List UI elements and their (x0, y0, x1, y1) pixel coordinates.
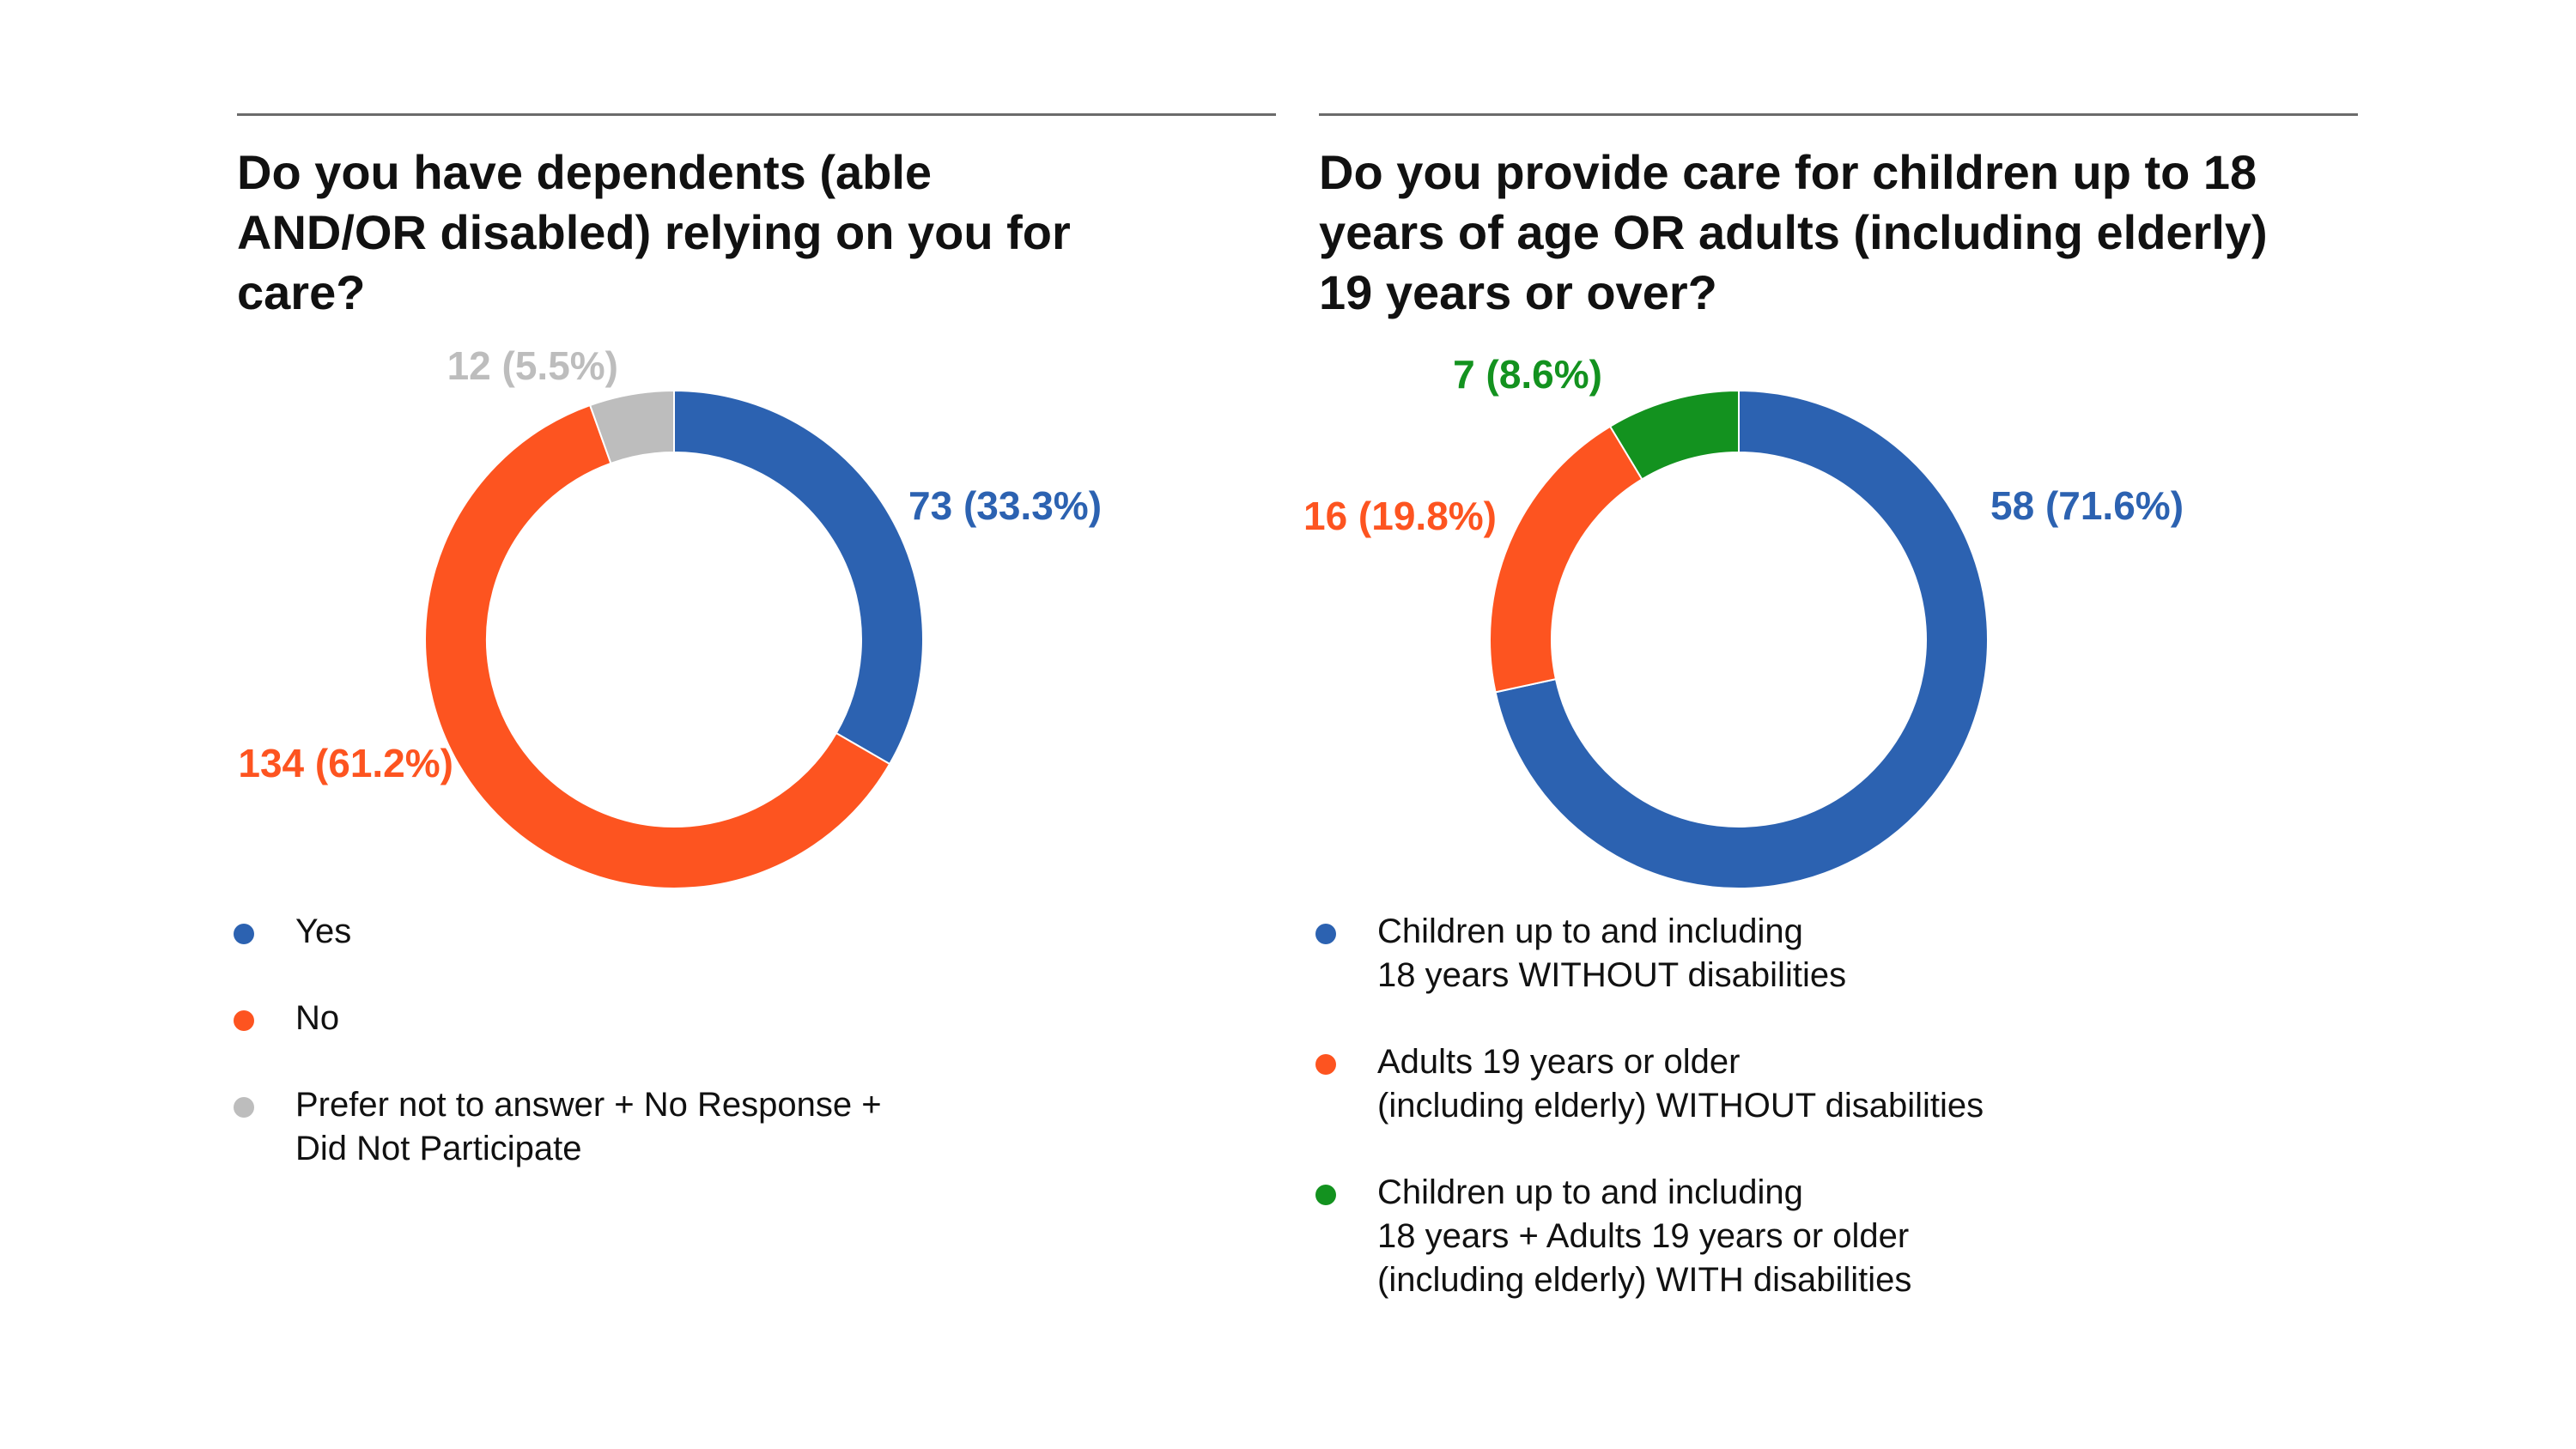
slice-data-label: 58 (71.6%) (1990, 483, 2184, 528)
legend-item: Children up to and including 18 years WIT… (1315, 910, 2174, 997)
slice-data-label: 134 (61.2%) (238, 741, 453, 785)
legend-item: Prefer not to answer + No Response + Did … (234, 1083, 1006, 1171)
donut-chart-dependents: 73 (33.3%) 134 (61.2%) 12 (5.5%) (238, 343, 1102, 889)
legend-swatch (234, 1010, 254, 1031)
chart-title: Do you provide care for children up to 1… (1319, 145, 2268, 319)
legend-label: Children up to and including (1377, 912, 1803, 950)
donut-chart-care-recipients: 58 (71.6%) 16 (19.8%) 7 (8.6%) (1303, 352, 2184, 889)
legend-label: Adults 19 years or older (1377, 1043, 1741, 1081)
legend-label: Children up to and including (1377, 1173, 1803, 1211)
chart-legend: Children up to and including 18 years WIT… (1315, 910, 2174, 1345)
legend-item: No (234, 997, 1006, 1040)
legend-label: (including elderly) WITH disabilities (1377, 1261, 1912, 1299)
legend-label: (including elderly) WITHOUT disabilities (1377, 1087, 1984, 1125)
chart-title: Do you have dependents (able AND/OR disa… (237, 145, 1071, 319)
legend-label: 18 years WITHOUT disabilities (1377, 956, 1847, 994)
slice-data-label: 7 (8.6%) (1453, 352, 1602, 397)
legend-item: Adults 19 years or older (including elder… (1315, 1040, 2174, 1128)
legend-label: 18 years + Adults 19 years or older (1377, 1217, 1910, 1255)
donut-slice (673, 389, 924, 766)
legend-swatch (1315, 924, 1336, 944)
donut-slice (424, 403, 891, 889)
slice-data-label: 12 (5.5%) (447, 343, 618, 388)
chart-panel-care-recipients: Do you provide care for children up to 1… (1288, 0, 2576, 1449)
legend-label: Did Not Participate (295, 1130, 582, 1167)
donut-slice (1489, 425, 1643, 694)
legend-swatch (1315, 1054, 1336, 1075)
legend-swatch (234, 1097, 254, 1118)
donut-slice (1494, 389, 1989, 889)
legend-label: Prefer not to answer + No Response + (295, 1086, 882, 1124)
slice-data-label: 73 (33.3%) (908, 483, 1102, 528)
top-divider (1319, 113, 2358, 116)
legend-label: Yes (295, 912, 352, 950)
donut-slice (1608, 389, 1740, 481)
chart-legend: Yes No Prefer not to answer + No Response … (234, 910, 1006, 1214)
legend-item: Children up to and including 18 years + A… (1315, 1171, 2174, 1302)
top-divider (237, 113, 1276, 116)
legend-swatch (1315, 1185, 1336, 1205)
legend-swatch (234, 924, 254, 944)
slice-data-label: 16 (19.8%) (1303, 494, 1497, 538)
legend-label: No (295, 999, 340, 1037)
legend-item: Yes (234, 910, 1006, 954)
donut-slice (588, 389, 675, 465)
chart-panel-dependents: Do you have dependents (able AND/OR disa… (234, 113, 1276, 1214)
